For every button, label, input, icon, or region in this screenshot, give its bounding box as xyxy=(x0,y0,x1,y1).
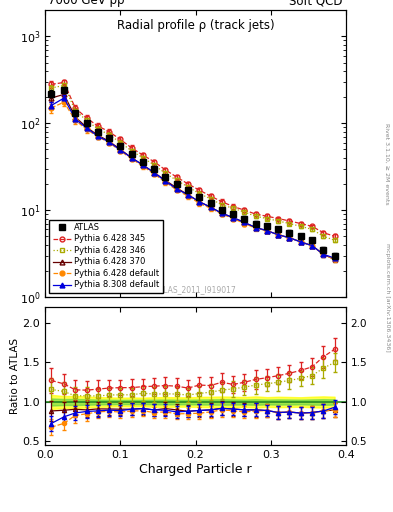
X-axis label: Charged Particle r: Charged Particle r xyxy=(139,463,252,476)
Text: Soft QCD: Soft QCD xyxy=(289,0,343,7)
Legend: ATLAS, Pythia 6.428 345, Pythia 6.428 346, Pythia 6.428 370, Pythia 6.428 defaul: ATLAS, Pythia 6.428 345, Pythia 6.428 34… xyxy=(50,220,163,293)
Text: 7000 GeV pp: 7000 GeV pp xyxy=(48,0,125,7)
Text: Rivet 3.1.10, ≥ 2M events: Rivet 3.1.10, ≥ 2M events xyxy=(385,123,389,205)
Text: mcplots.cern.ch [arXiv:1306.3436]: mcplots.cern.ch [arXiv:1306.3436] xyxy=(385,243,389,351)
Text: Radial profile ρ (track jets): Radial profile ρ (track jets) xyxy=(117,19,274,32)
Y-axis label: Ratio to ATLAS: Ratio to ATLAS xyxy=(10,338,20,414)
Text: ATLAS_2011_I919017: ATLAS_2011_I919017 xyxy=(154,285,237,294)
